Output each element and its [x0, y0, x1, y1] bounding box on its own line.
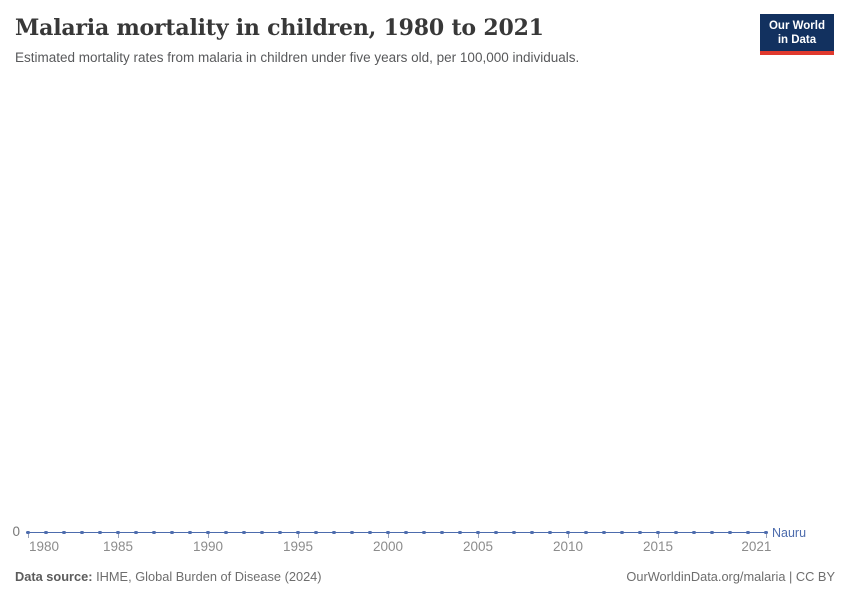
data-point[interactable]	[350, 530, 354, 535]
owid-logo-line1: Our World	[768, 20, 825, 32]
data-point[interactable]	[692, 530, 696, 535]
chart-header: Malaria mortality in children, 1980 to 2…	[15, 14, 835, 66]
data-point[interactable]	[80, 530, 84, 535]
owid-citation-link[interactable]: OurWorldinData.org/malaria | CC BY	[626, 569, 835, 584]
data-point[interactable]	[404, 530, 408, 535]
data-point[interactable]	[566, 530, 570, 535]
data-point[interactable]	[764, 530, 768, 535]
data-point[interactable]	[620, 530, 624, 535]
data-point[interactable]	[422, 530, 426, 535]
x-axis-tick-label: 2010	[552, 539, 584, 554]
data-point[interactable]	[206, 530, 210, 535]
x-axis-tick-label: 2021	[741, 539, 772, 554]
data-point[interactable]	[728, 530, 732, 535]
data-point[interactable]	[440, 530, 444, 535]
data-point[interactable]	[170, 530, 174, 535]
data-point[interactable]	[278, 530, 282, 535]
data-point[interactable]	[242, 530, 246, 535]
data-point[interactable]	[656, 530, 660, 535]
data-source-value: IHME, Global Burden of Disease (2024)	[92, 569, 322, 584]
x-axis-tick-label: 1980	[29, 539, 60, 554]
x-axis-tick-label: 1995	[282, 539, 314, 554]
x-axis-tick	[766, 534, 767, 538]
data-point[interactable]	[98, 530, 102, 535]
data-point[interactable]	[134, 530, 138, 535]
chart-subtitle: Estimated mortality rates from malaria i…	[15, 50, 580, 65]
x-axis-tick	[298, 534, 299, 538]
chart-title: Malaria mortality in children, 1980 to 2…	[15, 15, 544, 41]
data-point[interactable]	[458, 530, 462, 535]
data-point[interactable]	[494, 530, 498, 535]
x-axis-tick-label: 2000	[372, 539, 404, 554]
data-point[interactable]	[548, 530, 552, 535]
data-point[interactable]	[296, 530, 300, 535]
data-point[interactable]	[602, 530, 606, 535]
data-point[interactable]	[26, 530, 30, 535]
data-point[interactable]	[152, 530, 156, 535]
data-point[interactable]	[746, 530, 750, 535]
x-axis-tick	[568, 534, 569, 538]
data-point[interactable]	[260, 530, 264, 535]
x-axis-tick	[478, 534, 479, 538]
data-point[interactable]	[638, 530, 642, 535]
data-point[interactable]	[188, 530, 192, 535]
owid-logo-line2: in Data	[777, 34, 817, 46]
data-point[interactable]	[584, 530, 588, 535]
data-point[interactable]	[314, 530, 318, 535]
x-axis-tick	[658, 534, 659, 538]
data-point[interactable]	[386, 530, 390, 535]
data-point[interactable]	[674, 530, 678, 535]
y-axis-tick-label: 0	[12, 524, 20, 539]
data-point[interactable]	[116, 530, 120, 535]
data-source-label: Data source:	[15, 569, 93, 584]
data-source-note: Data source: IHME, Global Burden of Dise…	[15, 569, 322, 585]
x-axis-tick	[118, 534, 119, 538]
x-axis-tick-label: 1985	[102, 539, 134, 554]
data-point[interactable]	[44, 530, 48, 535]
chart-footer: Data source: IHME, Global Burden of Dise…	[15, 569, 835, 585]
data-point[interactable]	[530, 530, 534, 535]
x-axis-tick-label: 2005	[462, 539, 494, 554]
data-point[interactable]	[332, 530, 336, 535]
data-point[interactable]	[368, 530, 372, 535]
x-axis-tick	[388, 534, 389, 538]
x-axis-tick-label: 1990	[192, 539, 224, 554]
series-line	[28, 531, 766, 534]
data-point[interactable]	[710, 530, 714, 535]
data-point[interactable]	[224, 530, 228, 535]
x-axis-tick	[208, 534, 209, 538]
data-point[interactable]	[62, 530, 66, 535]
series-label-nauru[interactable]: Nauru	[772, 525, 807, 540]
data-point[interactable]	[476, 530, 480, 535]
x-axis-tick-label: 2015	[642, 539, 674, 554]
owid-logo[interactable]: Our World in Data	[759, 14, 834, 55]
data-point[interactable]	[512, 530, 516, 535]
x-axis-tick	[28, 534, 29, 538]
